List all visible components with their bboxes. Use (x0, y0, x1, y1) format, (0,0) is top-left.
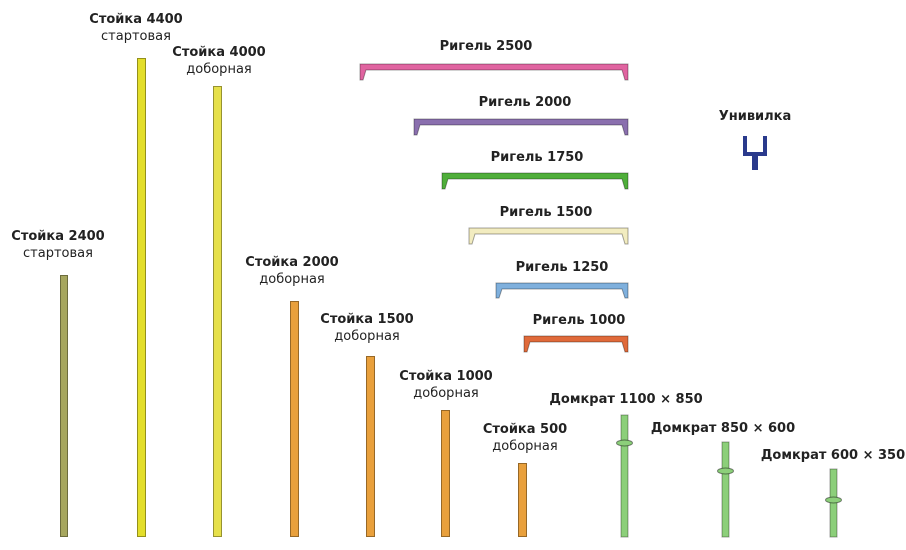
rigel-label-1000: Ригель 1000 (533, 312, 626, 329)
jack-tube (620, 414, 629, 538)
jack-nut (825, 496, 842, 504)
rigel-1250 (495, 282, 629, 299)
jack-nut (616, 439, 633, 447)
post-title: Стойка 4000 (172, 45, 266, 60)
rigel-1500 (468, 227, 629, 245)
jack-title: Домкрат 850 × 600 (650, 421, 796, 436)
post-subtitle: доборная (492, 439, 558, 454)
post-500 (518, 463, 527, 537)
jack-title: Домкрат 1100 × 850 (549, 392, 703, 407)
univilka-label: Унивилка (719, 108, 792, 125)
jack-label-1100x850: Домкрат 1100 × 850 (549, 391, 702, 408)
post-label-4400: Стойка 4400 стартовая (89, 11, 182, 45)
post-title: Стойка 1000 (399, 369, 493, 384)
post-subtitle: доборная (413, 386, 479, 401)
rigel-title: Ригель 1250 (515, 260, 609, 275)
post-4400 (137, 58, 146, 537)
rigel-label-1250: Ригель 1250 (516, 259, 609, 276)
post-1500 (366, 356, 375, 537)
rigel-label-2500: Ригель 2500 (440, 38, 533, 55)
jack-600x350 (825, 468, 842, 538)
post-label-2400: Стойка 2400 стартовая (11, 228, 104, 262)
post-title: Стойка 500 (482, 422, 568, 437)
post-subtitle: доборная (259, 272, 325, 287)
post-label-2000: Стойка 2000 доборная (245, 254, 338, 288)
rigel-title: Ригель 2500 (439, 39, 533, 54)
jack-1100x850 (616, 414, 633, 538)
post-subtitle: доборная (334, 329, 400, 344)
fork-head-icon (743, 136, 767, 170)
post-title: Стойка 2400 (11, 229, 105, 244)
rigel-label-1750: Ригель 1750 (491, 149, 584, 166)
rigel-title: Ригель 2000 (478, 95, 572, 110)
post-title: Стойка 4400 (89, 12, 183, 27)
rigel-title: Ригель 1500 (499, 205, 593, 220)
post-4000 (213, 86, 222, 537)
post-2000 (290, 301, 299, 537)
jack-nut (717, 467, 734, 475)
post-2400 (60, 275, 68, 537)
jack-label-600x350: Домкрат 600 × 350 (761, 447, 905, 464)
rigel-title: Ригель 1000 (532, 313, 626, 328)
post-subtitle: стартовая (23, 246, 93, 261)
post-label-1500: Стойка 1500 доборная (320, 311, 413, 345)
jack-title: Домкрат 600 × 350 (760, 448, 906, 463)
post-label-500: Стойка 500 доборная (483, 421, 567, 455)
post-label-1000: Стойка 1000 доборная (399, 368, 492, 402)
univilka-title: Унивилка (718, 109, 792, 124)
post-subtitle: стартовая (101, 29, 171, 44)
rigel-2000 (413, 118, 629, 136)
jack-tube (721, 441, 730, 538)
post-title: Стойка 1500 (320, 312, 414, 327)
post-1000 (441, 410, 450, 537)
rigel-title: Ригель 1750 (490, 150, 584, 165)
rigel-label-2000: Ригель 2000 (479, 94, 572, 111)
rigel-1750 (441, 172, 629, 190)
post-subtitle: доборная (186, 62, 252, 77)
rigel-1000 (523, 335, 629, 353)
rigel-2500 (359, 63, 629, 81)
jack-850x600 (717, 441, 734, 538)
post-title: Стойка 2000 (245, 255, 339, 270)
post-label-4000: Стойка 4000 доборная (172, 44, 265, 78)
jack-label-850x600: Домкрат 850 × 600 (651, 420, 795, 437)
rigel-label-1500: Ригель 1500 (500, 204, 593, 221)
